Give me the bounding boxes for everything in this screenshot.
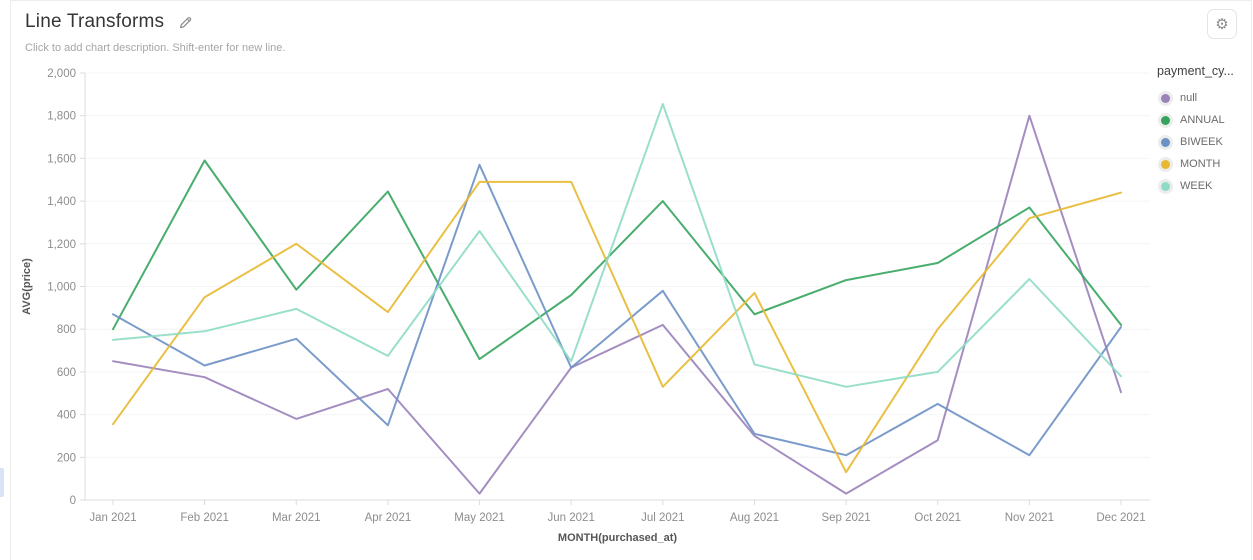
series-line-null[interactable] — [112, 114, 1122, 495]
series-line-ANNUAL[interactable] — [112, 159, 1122, 361]
x-tick-label: Jan 2021 — [89, 512, 136, 524]
series-line-MONTH[interactable] — [112, 180, 1122, 474]
y-tick-label: 1,600 — [47, 153, 76, 165]
x-tick-label: Feb 2021 — [180, 512, 229, 524]
legend-swatch-null — [1161, 93, 1170, 103]
legend-label: WEEK — [1180, 180, 1213, 192]
series-line-WEEK[interactable] — [112, 103, 1122, 388]
legend-swatch-WEEK — [1161, 181, 1170, 191]
x-tick-label: May 2021 — [454, 512, 505, 524]
x-tick-label: Apr 2021 — [365, 512, 412, 524]
x-tick-label: Sep 2021 — [821, 512, 870, 524]
legend-item-WEEK[interactable]: WEEK — [1157, 175, 1251, 197]
x-axis-title: MONTH(purchased_at) — [558, 532, 678, 544]
x-tick-label: Jun 2021 — [548, 512, 595, 524]
chart-title[interactable]: Line Transforms — [25, 11, 165, 32]
edit-title-button[interactable] — [177, 14, 194, 31]
line-chart-canvas[interactable]: 0 200 400 600 800 1,000 1,200 1,400 1,600 1,800 2,… — [0, 63, 1253, 560]
legend-item-null[interactable]: null — [1157, 87, 1251, 109]
y-tick-label: 800 — [57, 324, 76, 336]
y-tick-label: 1,000 — [47, 282, 76, 294]
gear-icon: ⚙ — [1215, 15, 1229, 33]
y-tick-label: 200 — [57, 452, 76, 464]
x-tick-label: Oct 2021 — [914, 512, 961, 524]
legend-item-BIWEEK[interactable]: BIWEEK — [1157, 131, 1251, 153]
y-tick-label: 1,200 — [47, 239, 76, 251]
legend-items: null ANNUAL BIWEEK MONTH WEEK — [1157, 87, 1251, 197]
legend-item-MONTH[interactable]: MONTH — [1157, 153, 1251, 175]
y-tick-label: 2,000 — [47, 68, 76, 80]
x-tick-label: Mar 2021 — [272, 512, 321, 524]
y-tick-label: 0 — [70, 495, 76, 507]
legend-item-ANNUAL[interactable]: ANNUAL — [1157, 109, 1251, 131]
pencil-icon — [180, 16, 192, 28]
y-axis-title: AVG(price) — [21, 258, 33, 315]
x-tick-label: Jul 2021 — [641, 512, 684, 524]
x-tick-label: Nov 2021 — [1005, 512, 1054, 524]
legend-swatch-ANNUAL — [1161, 115, 1170, 125]
legend-swatch-MONTH — [1161, 159, 1170, 169]
chart-header: Line Transforms — [25, 11, 194, 33]
legend-swatch-BIWEEK — [1161, 137, 1170, 147]
legend-label: MONTH — [1180, 158, 1221, 170]
y-tick-label: 400 — [57, 410, 76, 422]
x-tick-label: Aug 2021 — [730, 512, 779, 524]
legend-title: payment_cy... — [1157, 64, 1234, 78]
series-line-BIWEEK[interactable] — [112, 163, 1122, 457]
x-tick-label: Dec 2021 — [1096, 512, 1145, 524]
chart-description-placeholder[interactable]: Click to add chart description. Shift-en… — [25, 42, 286, 54]
left-edge-indicator[interactable] — [0, 468, 4, 497]
chart-settings-button[interactable]: ⚙ — [1207, 9, 1237, 39]
y-tick-label: 1,800 — [47, 111, 76, 123]
y-tick-label: 1,400 — [47, 196, 76, 208]
y-tick-label: 600 — [57, 367, 76, 379]
legend: payment_cy... null ANNUAL BIWEEK MONTH WEEK — [1157, 64, 1251, 197]
line-chart[interactable]: 0 200 400 600 800 1,000 1,200 1,400 1,600 1,800 2,… — [0, 63, 1253, 560]
legend-label: ANNUAL — [1180, 114, 1225, 126]
legend-label: BIWEEK — [1180, 136, 1223, 148]
legend-label: null — [1180, 92, 1198, 104]
